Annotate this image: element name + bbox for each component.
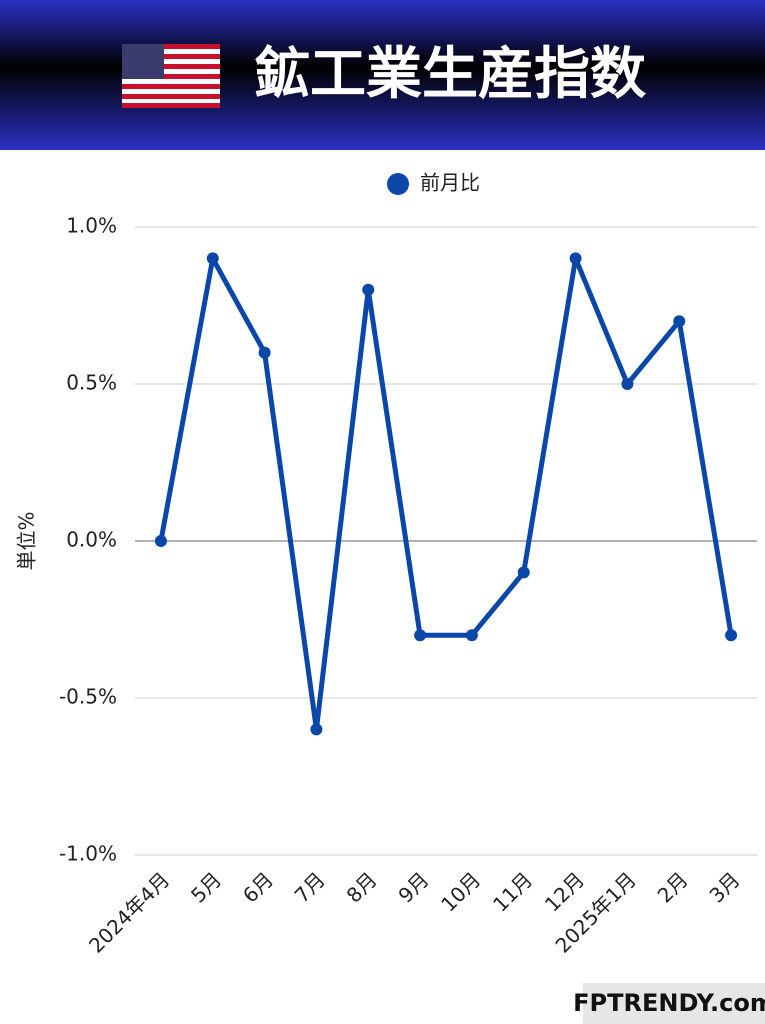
legend-label: 前月比 (420, 171, 480, 195)
y-tick-label: -1.0% (59, 842, 117, 866)
y-tick-label: 0.5% (66, 371, 117, 395)
watermark: FPTRENDY.com (573, 989, 765, 1017)
x-tick-label: 9月 (393, 867, 433, 907)
data-point (725, 629, 738, 642)
data-point (673, 315, 686, 328)
x-tick-label: 2024年4月 (84, 867, 174, 957)
data-point (206, 252, 219, 265)
data-point (362, 283, 375, 296)
x-tick-label: 3月 (704, 867, 744, 907)
x-tick-label: 10月 (436, 867, 485, 916)
data-point (569, 252, 582, 265)
x-tick-label: 5月 (186, 867, 226, 907)
watermark-box (583, 983, 765, 1024)
data-point (258, 346, 271, 359)
data-point (465, 629, 478, 642)
y-tick-label: 0.0% (66, 528, 117, 552)
series-line (158, 255, 734, 732)
data-point (517, 566, 530, 579)
data-point (154, 535, 167, 547)
y-tick-label: -0.5% (59, 685, 117, 709)
data-point (621, 378, 634, 390)
legend-marker (387, 173, 409, 195)
x-tick-label: 6月 (238, 867, 278, 907)
x-tick-label: 2月 (653, 867, 693, 907)
y-axis-label: 単位% (15, 511, 39, 570)
x-tick-label: 8月 (342, 867, 382, 907)
chart-title: 鉱工業生産指数 (254, 42, 646, 107)
data-point (310, 723, 323, 736)
y-tick-label: 1.0% (66, 214, 117, 238)
data-point (414, 629, 427, 642)
x-tick-label: 11月 (488, 867, 537, 916)
flag (122, 44, 220, 108)
x-tick-label: 7月 (290, 867, 330, 907)
